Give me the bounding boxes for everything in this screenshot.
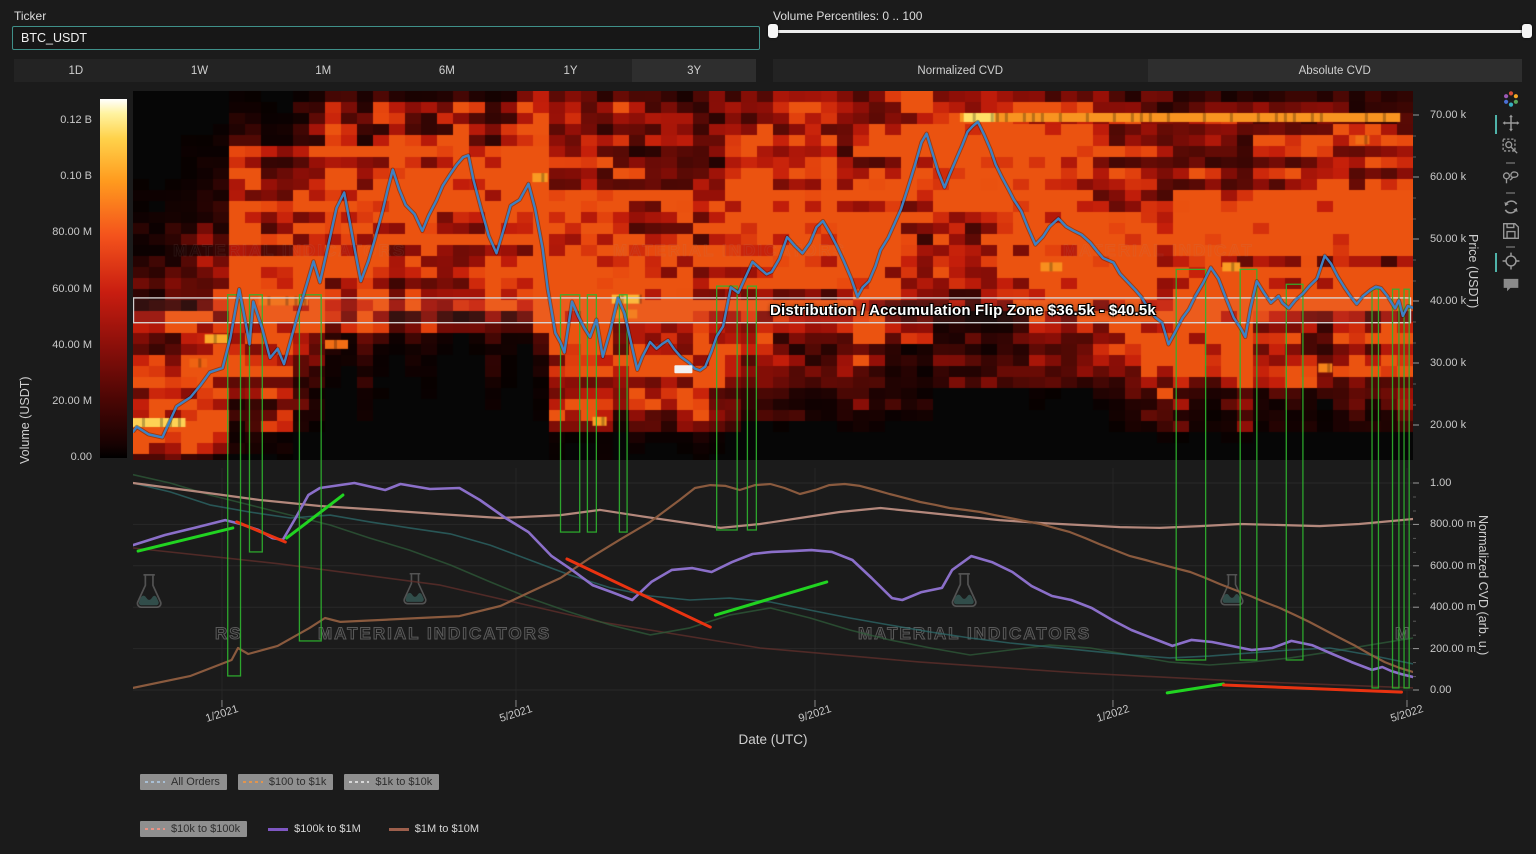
date-tick: 1/2022 <box>1095 703 1131 725</box>
legend-item-10k-100k[interactable]: $10k to $100k <box>140 821 248 837</box>
slider-track[interactable] <box>773 30 1529 33</box>
colorbar-tick: 0.10 B <box>60 170 92 183</box>
svg-text:MATERIAL INDICATORS: MATERIAL INDICATORS <box>858 624 1091 643</box>
legend-swatch <box>145 781 165 783</box>
colorbar-tick: 40.00 M <box>52 338 92 351</box>
timeframe-1m[interactable]: 1M <box>315 64 332 77</box>
volume-percentiles-label: Volume Percentiles: 0 .. 100 <box>773 9 923 23</box>
timeframe-1y[interactable]: 1Y <box>563 64 578 77</box>
legend-swatch <box>268 827 289 831</box>
price-tick: 20.00 k <box>1430 419 1467 431</box>
legend-swatch <box>349 781 370 783</box>
date-tick: 9/2021 <box>797 703 833 725</box>
legend-label: $1k to $10k <box>375 776 433 788</box>
legend-swatch <box>388 827 409 831</box>
cvd-tick: 600.00 m <box>1430 559 1476 572</box>
legend-item-100k-1m[interactable]: $100k to $1M <box>263 821 368 837</box>
timeframe-1w[interactable]: 1W <box>190 64 209 77</box>
legend-item-100-1k[interactable]: $100 to $1k <box>237 774 334 790</box>
lasso-select-icon[interactable] <box>1502 168 1522 188</box>
legend-label: $1M to $10M <box>414 823 479 835</box>
legend-item-1k-10k[interactable]: $1k to $10k <box>344 774 440 790</box>
plot-modebar <box>1495 88 1526 298</box>
pan-icon[interactable] <box>1495 114 1522 134</box>
legend-label: $100k to $1M <box>294 823 361 835</box>
crosshair-icon[interactable] <box>1495 252 1522 272</box>
colorbar-tick: 0.00 <box>70 451 92 463</box>
tab-absolute-cvd[interactable]: Absolute CVD <box>1147 59 1522 82</box>
legend-row-1: All Orders $100 to $1k $1k to $10k <box>140 774 440 790</box>
flip-zone-annotation: Distribution / Accumulation Flip Zone $3… <box>770 302 1156 319</box>
price-tick: 40.00 k <box>1430 295 1467 307</box>
legend-swatch <box>242 781 263 783</box>
legend-label: $10k to $100k <box>171 823 241 835</box>
date-tick: 1/2021 <box>204 703 240 725</box>
legend-label: $100 to $1k <box>268 776 327 788</box>
legend-item-1m-10m[interactable]: $1M to $10M <box>384 821 486 837</box>
modebar-separator <box>1506 162 1515 164</box>
ticker-input[interactable] <box>12 26 760 50</box>
price-tick: 60.00 k <box>1430 171 1467 183</box>
legend-item-all-orders[interactable]: All Orders <box>140 774 227 790</box>
svg-text:M: M <box>1395 624 1411 643</box>
volume-axis-title: Volume (USDT) <box>18 376 32 464</box>
tab-normalized-cvd[interactable]: Normalized CVD <box>773 59 1148 82</box>
legend-label: All Orders <box>171 776 220 788</box>
modebar-separator <box>1506 246 1515 248</box>
plotly-logo-icon[interactable] <box>1502 90 1522 110</box>
volume-percentiles-slider[interactable] <box>768 22 1534 40</box>
price-axis-title: Price (USDT) <box>1466 233 1480 309</box>
cvd-axis-title: Normalized CVD (arb. u.) <box>1476 514 1490 656</box>
zoom-box-icon[interactable] <box>1502 138 1522 158</box>
colorbar-tick: 0.12 B <box>60 114 92 127</box>
cvd-tick: 800.00 m <box>1430 518 1476 531</box>
orderbook-heatmap[interactable] <box>133 91 1413 460</box>
cvd-tick: 200.00 m <box>1430 642 1476 655</box>
cvd-mode-tabs: Normalized CVD Absolute CVD <box>773 59 1522 82</box>
modebar-separator <box>1506 192 1515 194</box>
timeframe-3y[interactable]: 3Y <box>632 59 757 82</box>
cvd-tick: 0.00 <box>1430 684 1452 696</box>
save-icon[interactable] <box>1502 222 1522 242</box>
timeframe-selector: 1D 1W 1M 6M 1Y 3Y <box>14 59 757 82</box>
date-tick: 5/2021 <box>498 703 534 725</box>
colorbar-tick: 80.00 M <box>52 226 92 239</box>
autoscale-icon[interactable] <box>1502 198 1522 218</box>
right-axis-ticks <box>1413 114 1419 691</box>
hover-tooltip-icon[interactable] <box>1502 276 1522 296</box>
cvd-tick: 400.00 m <box>1430 601 1476 614</box>
slider-handle-min[interactable] <box>768 24 778 38</box>
date-tick: 5/2022 <box>1389 703 1425 725</box>
ticker-label: Ticker <box>14 9 47 23</box>
colorbar-tick: 60.00 M <box>52 282 92 295</box>
colorbar-tick: 20.00 M <box>52 394 92 407</box>
timeframe-6m[interactable]: 6M <box>438 64 455 77</box>
svg-text:RS: RS <box>215 624 243 643</box>
legend-row-2: $10k to $100k $100k to $1M $1M to $10M <box>140 821 486 837</box>
timeframe-1d[interactable]: 1D <box>68 64 84 77</box>
svg-text:MATERIAL INDICATORS: MATERIAL INDICATORS <box>318 624 551 643</box>
price-tick: 50.00 k <box>1430 233 1467 245</box>
volume-colorbar <box>100 99 127 458</box>
legend-swatch <box>145 828 165 830</box>
price-tick: 30.00 k <box>1430 357 1467 369</box>
cvd-tick: 1.00 <box>1430 477 1452 489</box>
slider-handle-max[interactable] <box>1522 24 1532 38</box>
price-tick: 70.00 k <box>1430 109 1467 121</box>
date-axis-title: Date (UTC) <box>738 732 808 747</box>
